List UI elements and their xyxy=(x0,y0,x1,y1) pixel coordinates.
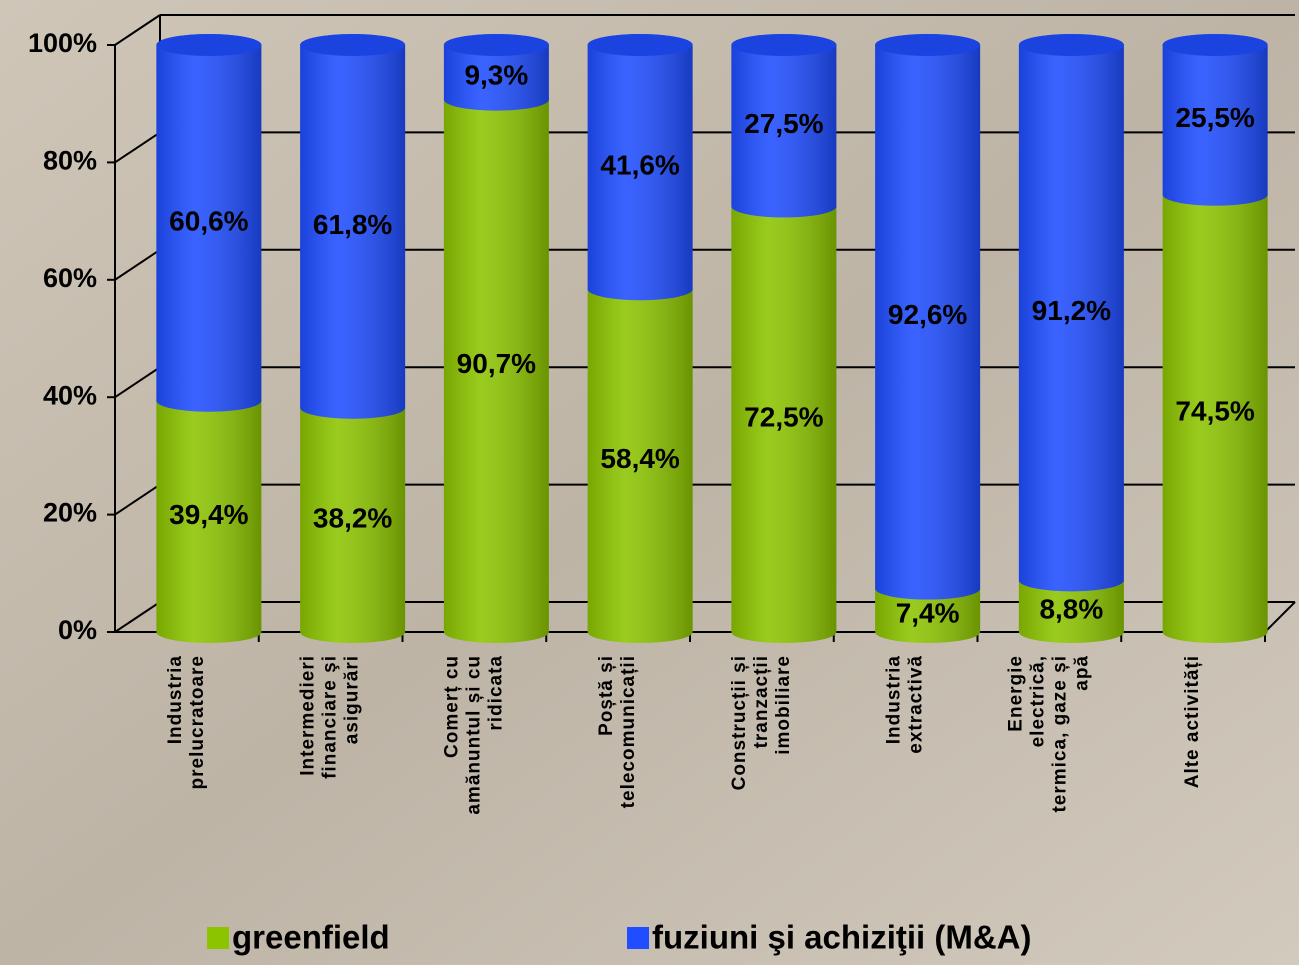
value-label: 7,4% xyxy=(896,598,960,629)
value-label: 91,2% xyxy=(1032,295,1111,326)
bar-shade xyxy=(300,396,406,643)
bar-shade xyxy=(875,34,981,600)
bar-shade xyxy=(156,389,262,643)
value-label: 41,6% xyxy=(600,149,679,180)
value-label: 92,6% xyxy=(888,299,967,330)
x-tick-label: imobiliare xyxy=(773,655,794,755)
value-label: 72,5% xyxy=(744,402,823,433)
value-label: 8,8% xyxy=(1039,594,1103,625)
value-label: 61,8% xyxy=(313,209,392,240)
x-tick-label-group: Intermedieri financiare şi asigurări xyxy=(298,655,363,779)
bar-shade xyxy=(443,88,549,644)
bar-cap-shade xyxy=(1162,34,1268,56)
x-tick-label: Industria xyxy=(165,655,186,744)
x-tick-label-group: Industria extractivă xyxy=(884,655,927,754)
bar-cap xyxy=(300,34,406,56)
x-tick-label: amănuntul și cu xyxy=(463,655,484,815)
bar-shade xyxy=(1018,34,1124,592)
value-label: 74,5% xyxy=(1175,396,1254,427)
x-tick-label: Industria xyxy=(884,655,905,744)
bar-cap xyxy=(587,34,693,56)
bar-shade xyxy=(1162,183,1268,644)
x-tick-label: Intermedieri xyxy=(298,655,319,776)
x-tick-label-group: Poștă și telecomunicații xyxy=(596,655,639,808)
x-tick-label: extractivă xyxy=(906,655,927,754)
legend-label: greenfield xyxy=(232,919,390,956)
bar-cap-shade xyxy=(587,34,693,56)
y-tick-label: 100% xyxy=(28,28,97,58)
bar-shade xyxy=(1162,34,1268,206)
grid-line xyxy=(114,366,161,399)
bar-cap-shade xyxy=(156,34,262,56)
bar-cap xyxy=(875,34,981,56)
bar-cap-shade xyxy=(443,34,549,56)
value-label: 9,3% xyxy=(464,60,528,91)
x-tick-label: Poștă și xyxy=(596,655,617,736)
grid-line xyxy=(114,131,161,164)
x-tick-label: ridicata xyxy=(485,655,506,731)
x-tick-label: termica, gaze și xyxy=(1049,655,1070,813)
value-label: 27,5% xyxy=(744,108,823,139)
y-tick-label: 40% xyxy=(43,380,97,410)
y-tick-label: 20% xyxy=(43,498,97,528)
bar-cap-shade xyxy=(1018,34,1124,56)
bar-shade xyxy=(587,278,693,643)
x-tick-label: asigurări xyxy=(342,655,363,744)
value-label: 60,6% xyxy=(169,205,248,236)
floor-edge xyxy=(1264,601,1296,633)
bar-shade xyxy=(300,34,406,419)
x-tick-label-group: Industria prelucratoare xyxy=(165,655,208,789)
value-label: 39,4% xyxy=(169,499,248,530)
bar-cap-shade xyxy=(875,34,981,56)
bar-shade xyxy=(731,34,837,218)
bar-cap-shade xyxy=(300,34,406,56)
x-tick-label-group: Comerț cu amănuntul și cu ridicata xyxy=(441,655,506,815)
bar-cap xyxy=(156,34,262,56)
bar-cap xyxy=(1018,34,1124,56)
grid-line xyxy=(114,14,161,46)
y-tick-label: 60% xyxy=(43,263,97,293)
bar-cap xyxy=(1162,34,1268,56)
x-tick-label-group: Alte activități xyxy=(1182,655,1203,788)
y-tick-label: 80% xyxy=(43,146,97,176)
x-tick-label: financiare şi xyxy=(320,655,341,779)
legend-label: fuziuni şi achiziţii (M&A) xyxy=(652,919,1031,956)
value-label: 25,5% xyxy=(1175,102,1254,133)
x-tick-label: prelucratoare xyxy=(187,655,208,789)
legend-swatch xyxy=(627,927,649,949)
value-label: 90,7% xyxy=(457,348,536,379)
bar-shade xyxy=(156,34,262,412)
bar-shade xyxy=(731,195,837,644)
x-tick-label: apă xyxy=(1071,655,1092,691)
bar-cap xyxy=(443,34,549,56)
x-tick-label: tranzacții xyxy=(751,655,772,748)
bar-cap-shade xyxy=(731,34,837,56)
x-tick-label: telecomunicații xyxy=(618,655,639,808)
x-tick-label-group: Construcții și tranzacții imobiliare xyxy=(729,655,794,790)
bar-cap xyxy=(731,34,837,56)
x-tick-label: Energie xyxy=(1005,655,1026,732)
grid-line xyxy=(114,248,161,281)
x-tick-label: electrică, xyxy=(1027,655,1048,747)
value-label: 38,2% xyxy=(313,502,392,533)
legend-swatch xyxy=(207,927,229,949)
x-tick-label: Comerț cu xyxy=(441,655,462,758)
value-label: 58,4% xyxy=(600,443,679,474)
grid-line xyxy=(114,601,161,633)
grid-line xyxy=(114,483,161,516)
y-tick-label: 0% xyxy=(58,615,97,645)
x-tick-label: Alte activități xyxy=(1182,655,1203,788)
x-tick-label-group: Energie electrică, termica, gaze și apă xyxy=(1005,655,1092,813)
x-tick-label: Construcții și xyxy=(729,655,750,790)
bar-shade xyxy=(587,34,693,301)
